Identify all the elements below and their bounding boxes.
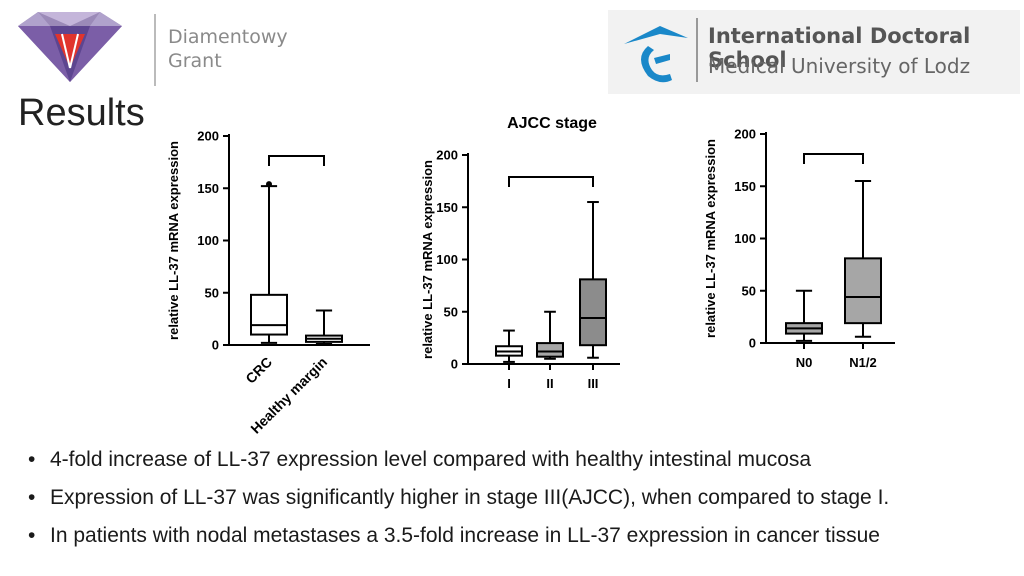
y-tick-label: 0 [749,336,756,351]
bullet-text: 4-fold increase of LL-37 expression leve… [50,448,812,471]
significance-bracket [508,176,594,187]
left-logo-line2: Grant [168,50,222,72]
category-label: I [507,376,511,391]
logo-divider [154,14,156,86]
ids-title: International Doctoral School [708,24,971,72]
y-tick-label: 150 [734,179,756,194]
box-iqr [250,293,288,336]
slide-title: Results [18,92,145,134]
significance-bracket [803,153,864,164]
bullet-dot: • [28,448,36,471]
bullet-item: • In patients with nodal metastases a 3.5… [28,517,1018,555]
diamond-icon [18,12,122,82]
category-label: N1/2 [849,355,876,370]
box-iqr [536,342,564,358]
ids-divider [696,18,698,82]
y-axis-label: relative LL-37 mRNA expression [703,139,718,338]
bullet-item: • 4-fold increase of LL-37 expression lev… [28,441,1018,479]
bullet-dot: • [28,486,36,509]
y-tick-label: 50 [205,285,219,300]
category-label: III [588,376,599,391]
bullet-text: In patients with nodal metastases a 3.5-… [50,524,880,547]
box-iqr [844,257,882,325]
y-axis-label: relative LL-37 mRNA expression [420,160,435,359]
y-tick-label: 100 [197,233,219,248]
bullet-item: • Expression of LL-37 was significantly h… [28,479,1018,517]
category-label: II [546,376,553,391]
bullet-text: Expression of LL-37 was significantly hi… [50,486,890,509]
y-tick-label: 50 [444,304,458,319]
y-tick-label: 150 [436,200,458,215]
y-tick-label: 200 [734,127,756,142]
y-tick-label: 0 [212,338,219,353]
y-tick-label: 100 [734,231,756,246]
category-label: N0 [796,355,813,370]
y-tick-label: 0 [451,357,458,372]
y-tick-label: 100 [436,252,458,267]
category-label: CRC [242,354,275,387]
y-tick-label: 150 [197,181,219,196]
box-iqr [579,278,607,347]
ids-logo: International Doctoral School Medical Un… [608,10,1020,94]
y-tick-label: 50 [742,283,756,298]
y-tick-label: 200 [436,148,458,163]
outlier-point [266,181,272,188]
y-tick-label: 200 [197,129,219,144]
ids-subtitle: Medical University of Lodz [708,54,971,78]
ids-emblem-icon [624,26,688,83]
bullet-list: • 4-fold increase of LL-37 expression lev… [28,441,1018,555]
diamentowy-grant-logo: Diamentowy Grant [10,8,300,86]
chart-title: AJCC stage [507,115,597,132]
left-logo-line1: Diamentowy [168,26,288,48]
y-axis-label: relative LL-37 mRNA expression [166,141,181,340]
bullet-dot: • [28,524,36,547]
significance-bracket [268,155,325,166]
